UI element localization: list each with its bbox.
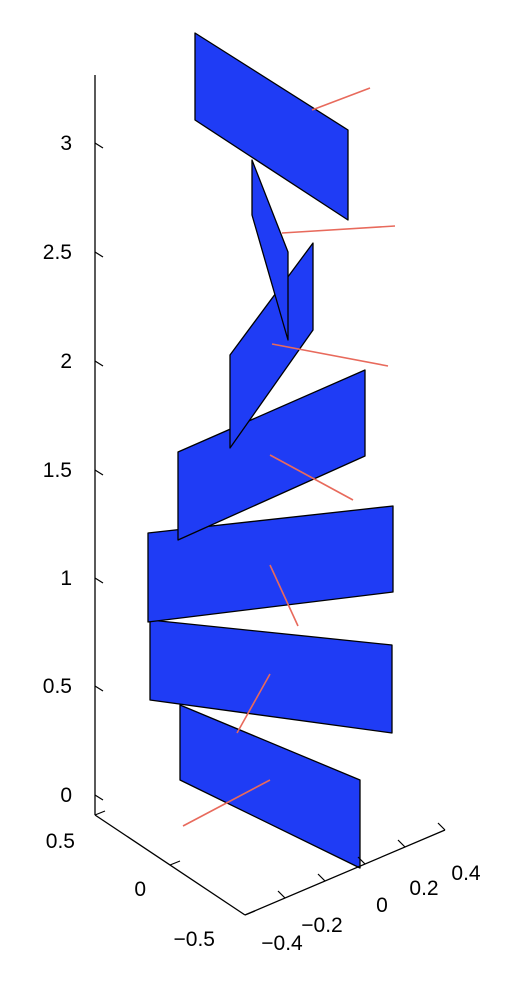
x-tick-label: 0: [376, 894, 388, 917]
z-tick: [94, 794, 104, 801]
normal-line-4: [269, 454, 354, 501]
normal-line-6: [281, 225, 396, 234]
x-tick-label: 0.4: [451, 862, 481, 885]
y-tick: [94, 810, 106, 816]
x-tick: [397, 839, 406, 848]
y-tick-label: 0: [134, 878, 146, 901]
x-tick: [277, 890, 286, 899]
normal-line-1: [182, 779, 271, 827]
normal-line-group: [182, 87, 396, 827]
x-tick-label: −0.2: [301, 914, 342, 937]
z-tick: [94, 142, 104, 149]
x-tick-label: −0.4: [261, 932, 303, 955]
z-tick-label: 0: [60, 784, 72, 807]
z-tick-label: 1: [60, 567, 72, 590]
tick-group: [94, 142, 446, 916]
tick-label-group: 0 0.5 1 1.5 2 2.5 3 0.5 0 −0.5 −0.4−0.2 0 0.2 0.4: [43, 132, 481, 955]
z-tick-label: 1.5: [43, 459, 72, 482]
y-tick-label: −0.5: [174, 928, 215, 951]
z-tick: [94, 469, 104, 476]
z-tick-label: 2.5: [43, 241, 72, 264]
x-tick: [317, 873, 326, 882]
x-tick: [437, 822, 446, 831]
x-tick: [357, 856, 366, 865]
x-tick-label: 0.2: [409, 877, 438, 900]
z-tick-label: 0.5: [43, 675, 72, 698]
y-tick: [244, 910, 256, 916]
z-tick: [94, 251, 104, 258]
z-tick-label: 3: [60, 132, 72, 155]
normal-line-2: [236, 673, 271, 734]
normal-line-3: [269, 564, 299, 627]
panel-group: [147, 32, 394, 869]
panel-1: [179, 704, 361, 869]
y-tick-label: 0.5: [46, 830, 75, 853]
panel-7: [194, 32, 349, 221]
z-tick: [94, 577, 104, 584]
z-tick: [94, 360, 104, 367]
normal-line-7: [311, 87, 371, 111]
panel-3: [147, 505, 394, 623]
normal-line-5: [271, 343, 389, 367]
z-tick: [94, 685, 104, 692]
panel-6: [251, 159, 289, 341]
y-tick: [169, 860, 181, 866]
panel-2: [149, 619, 393, 734]
z-tick-label: 2: [60, 350, 72, 373]
x-axis-line: [244, 829, 446, 916]
